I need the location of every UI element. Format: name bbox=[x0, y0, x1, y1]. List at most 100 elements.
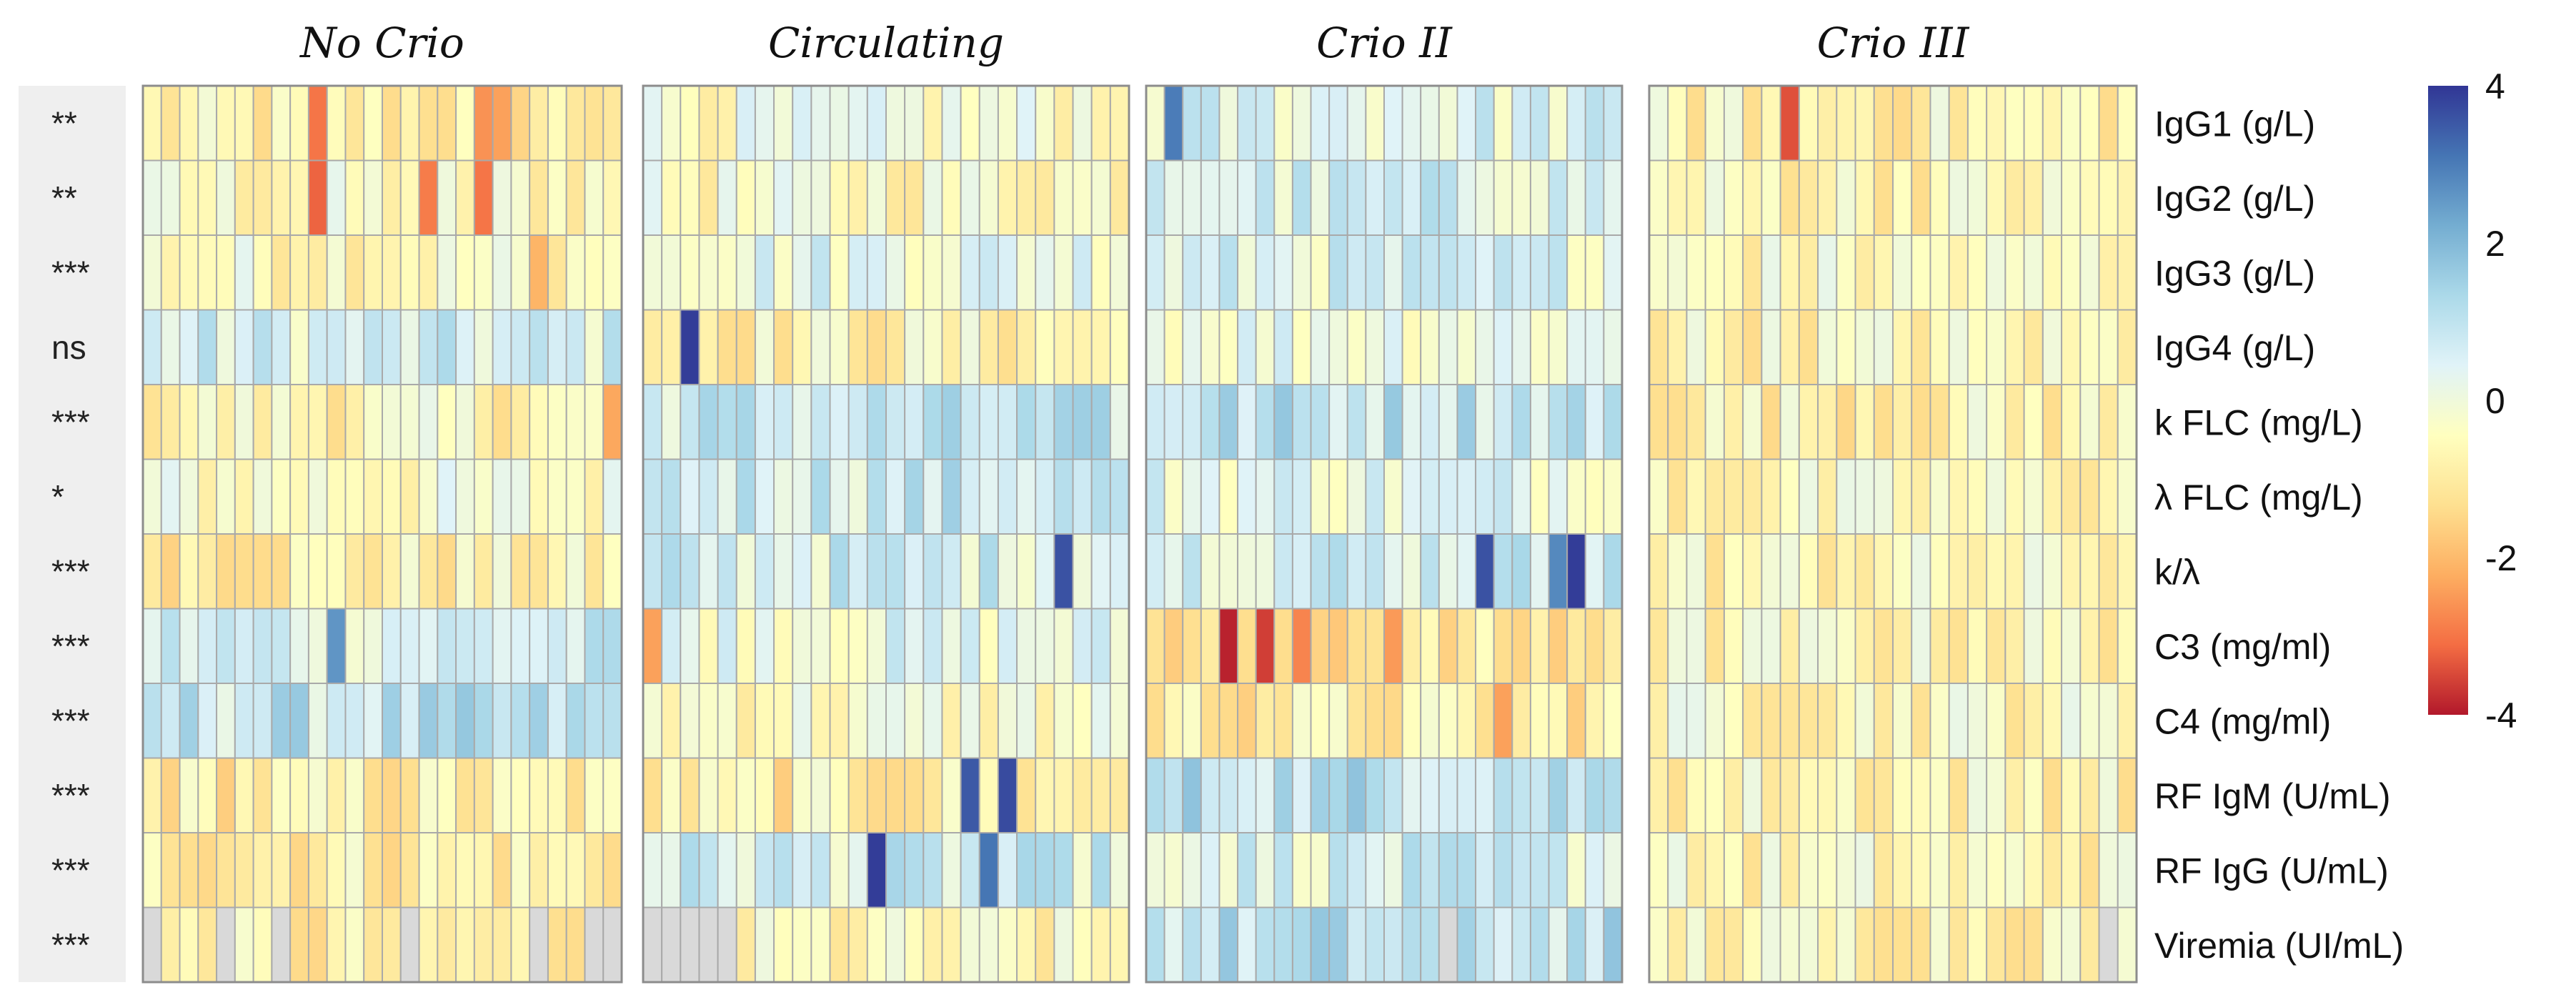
heatmap-cell bbox=[1016, 906, 1037, 983]
heatmap-cell bbox=[885, 906, 906, 983]
heatmap-cell bbox=[382, 458, 402, 535]
heatmap-cell bbox=[1401, 159, 1422, 236]
heatmap-cell bbox=[698, 85, 719, 162]
heatmap-cell bbox=[492, 234, 512, 311]
heatmap-cell bbox=[271, 608, 292, 684]
heatmap-cell bbox=[1365, 234, 1386, 311]
heatmap-cell bbox=[2004, 832, 2025, 909]
heatmap-cell bbox=[2023, 309, 2044, 385]
heatmap-cell bbox=[1016, 309, 1037, 385]
heatmap-cell bbox=[1742, 757, 1763, 833]
heatmap-cell bbox=[1873, 906, 1894, 983]
heatmap-cell bbox=[1291, 458, 1312, 535]
heatmap-cell bbox=[1817, 309, 1838, 385]
heatmap-cell bbox=[1365, 159, 1386, 236]
heatmap-cell bbox=[1182, 533, 1202, 610]
heatmap-cell bbox=[547, 159, 567, 236]
heatmap-cell bbox=[1438, 458, 1458, 535]
heatmap-cell bbox=[1291, 309, 1312, 385]
heatmap-cell bbox=[344, 85, 365, 162]
heatmap-cell bbox=[1145, 309, 1165, 385]
heatmap-cell bbox=[418, 906, 439, 983]
heatmap-cell bbox=[923, 458, 943, 535]
heatmap-cell bbox=[885, 458, 906, 535]
heatmap-cell bbox=[642, 683, 663, 759]
heatmap-cell bbox=[1475, 85, 1495, 162]
heatmap-cell bbox=[1584, 234, 1605, 311]
heatmap-cell bbox=[1817, 683, 1838, 759]
heatmap-cell bbox=[829, 85, 850, 162]
heatmap-cell bbox=[271, 906, 292, 983]
heatmap-cell bbox=[1328, 159, 1348, 236]
heatmap-cell bbox=[289, 159, 309, 236]
row-label: IgG2 (g/L) bbox=[2154, 179, 2315, 219]
heatmap-cell bbox=[252, 159, 273, 236]
heatmap-cell bbox=[1310, 906, 1331, 983]
heatmap-cell bbox=[717, 85, 737, 162]
heatmap-cell bbox=[1742, 906, 1763, 983]
heatmap-cell bbox=[1401, 683, 1422, 759]
heatmap-cell bbox=[642, 309, 663, 385]
row-label: C3 (mg/ml) bbox=[2154, 627, 2331, 667]
heatmap-cell bbox=[1475, 309, 1495, 385]
significance-label: * bbox=[51, 478, 64, 515]
heatmap-cell bbox=[1798, 832, 1819, 909]
heatmap-cell bbox=[547, 608, 567, 684]
heatmap-cell bbox=[1686, 384, 1706, 460]
heatmap-cell bbox=[773, 458, 794, 535]
heatmap-cell bbox=[547, 384, 567, 460]
heatmap-cell bbox=[510, 832, 531, 909]
heatmap-cell bbox=[1493, 384, 1513, 460]
heatmap-cell bbox=[1365, 533, 1386, 610]
heatmap-cell bbox=[1798, 906, 1819, 983]
heatmap-cell bbox=[1255, 608, 1275, 684]
heatmap-cell bbox=[142, 832, 162, 909]
heatmap-cell bbox=[584, 533, 605, 610]
heatmap-cell bbox=[1401, 309, 1422, 385]
heatmap-cell bbox=[1911, 384, 1931, 460]
heatmap-cell bbox=[1798, 533, 1819, 610]
heatmap-cell bbox=[1072, 683, 1093, 759]
heatmap-cell bbox=[547, 906, 567, 983]
heatmap-cell bbox=[1723, 159, 1744, 236]
heatmap-cell bbox=[344, 608, 365, 684]
colorbar-tick-label: -2 bbox=[2485, 538, 2517, 578]
heatmap-cell bbox=[234, 757, 254, 833]
heatmap-cell bbox=[216, 159, 236, 236]
heatmap-cell bbox=[1854, 683, 1875, 759]
heatmap-cell bbox=[1291, 85, 1312, 162]
heatmap-cell bbox=[1255, 906, 1275, 983]
heatmap-cell bbox=[1779, 309, 1800, 385]
heatmap-cell bbox=[1873, 533, 1894, 610]
heatmap-cell bbox=[1401, 906, 1422, 983]
heatmap-cell bbox=[565, 757, 586, 833]
heatmap-cell bbox=[1892, 832, 1913, 909]
heatmap-cell bbox=[1310, 757, 1331, 833]
heatmap-cell bbox=[363, 608, 384, 684]
heatmap-cell bbox=[642, 384, 663, 460]
heatmap-cell bbox=[1328, 757, 1348, 833]
heatmap-cell bbox=[2023, 234, 2044, 311]
heatmap-cell bbox=[160, 683, 181, 759]
heatmap-cell bbox=[1584, 683, 1605, 759]
heatmap-cell bbox=[1053, 309, 1074, 385]
heatmap-cell bbox=[1648, 309, 1669, 385]
heatmap-cell bbox=[252, 309, 273, 385]
row-label: λ FLC (mg/L) bbox=[2154, 477, 2363, 518]
heatmap-cell bbox=[847, 85, 868, 162]
heatmap-cell bbox=[289, 85, 309, 162]
heatmap-cell bbox=[363, 309, 384, 385]
heatmap-cell bbox=[1109, 384, 1130, 460]
heatmap-cell bbox=[1911, 309, 1931, 385]
heatmap-cell bbox=[2061, 832, 2082, 909]
heatmap-cell bbox=[1109, 906, 1130, 983]
heatmap-cell bbox=[1686, 832, 1706, 909]
significance-label: *** bbox=[51, 702, 90, 739]
heatmap-cell bbox=[1798, 234, 1819, 311]
heatmap-cell bbox=[492, 384, 512, 460]
heatmap-cell bbox=[978, 234, 999, 311]
heatmap-cell bbox=[142, 683, 162, 759]
heatmap-cell bbox=[547, 234, 567, 311]
heatmap-cell bbox=[2061, 906, 2082, 983]
heatmap-cell bbox=[1798, 458, 1819, 535]
